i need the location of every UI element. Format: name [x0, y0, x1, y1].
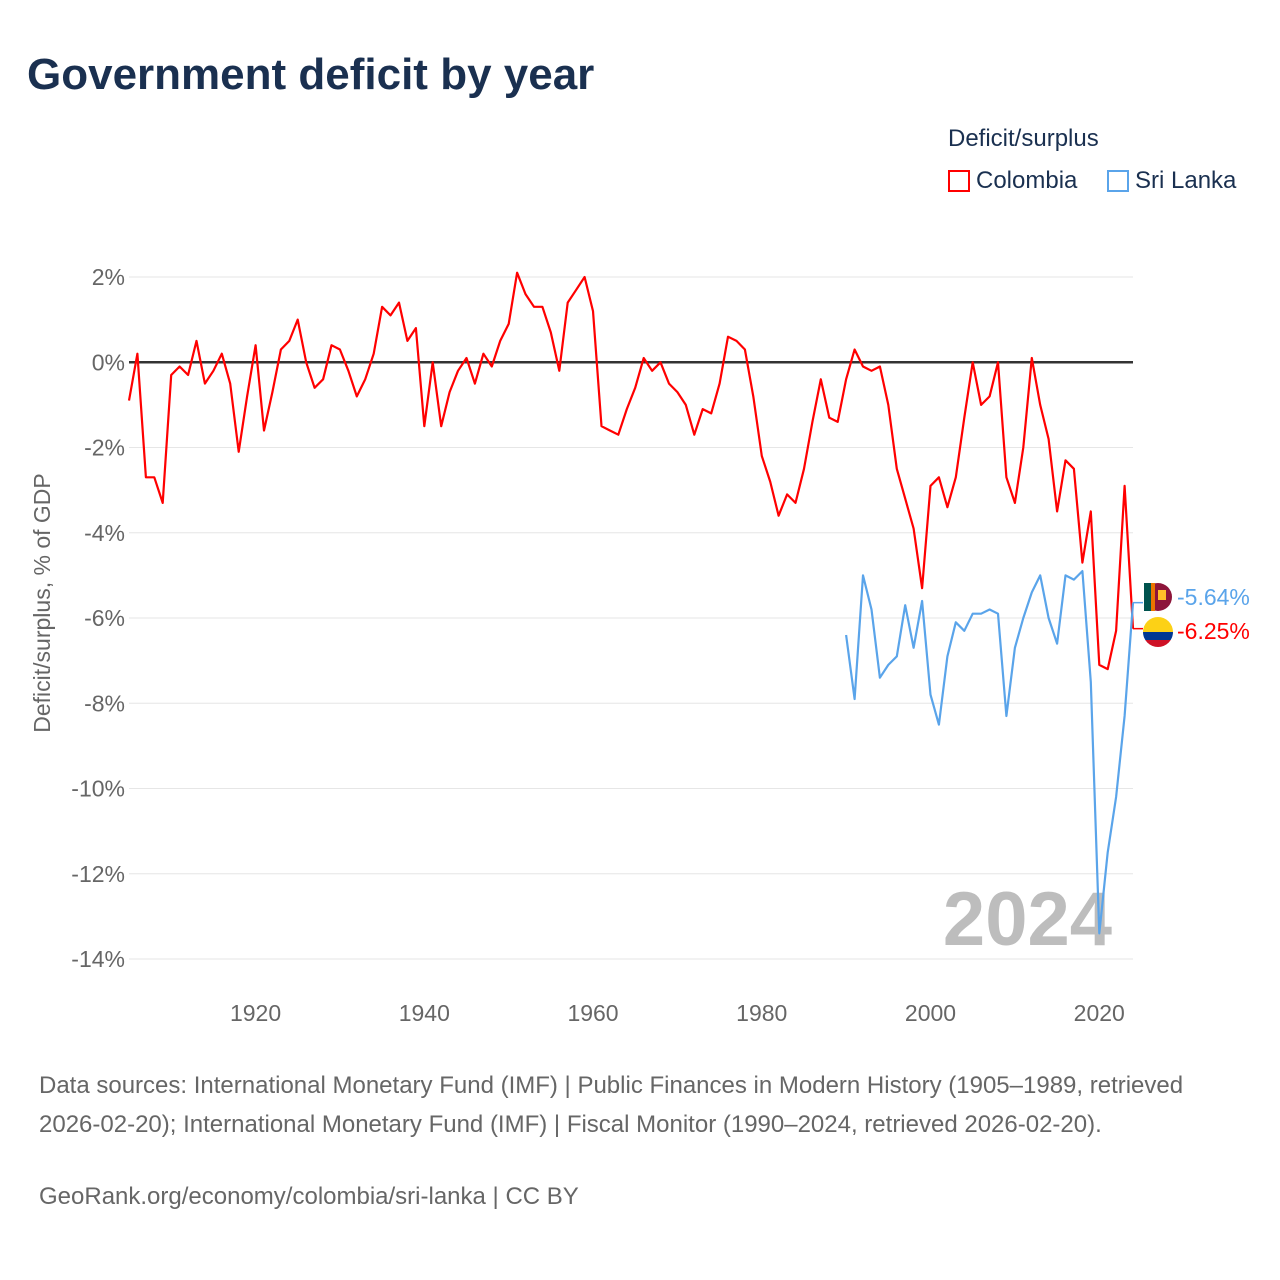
y-tick-label: -2%: [84, 435, 125, 461]
x-tick-label: 1960: [567, 1000, 618, 1026]
y-tick-label: -14%: [71, 946, 125, 972]
y-tick-label: -8%: [84, 690, 125, 716]
colombia-flag-icon: [1143, 617, 1173, 647]
x-tick-label: 1980: [736, 1000, 787, 1026]
gridlines: [129, 276, 1133, 960]
legend-swatch-sri-lanka: [1107, 170, 1129, 192]
x-tick-label: 2000: [905, 1000, 956, 1026]
sri-lanka-end-label: -5.64%: [1177, 584, 1250, 610]
y-axis-label: Deficit/surplus, % of GDP: [29, 473, 55, 732]
legend-title: Deficit/surplus: [948, 125, 1099, 152]
legend-label: Sri Lanka: [1135, 167, 1237, 194]
credit-link[interactable]: GeoRank.org/economy/colombia/sri-lanka |…: [39, 1183, 579, 1210]
y-tick-label: 2%: [92, 264, 125, 290]
x-tick-label: 1920: [230, 1000, 281, 1026]
series-lines: [127, 271, 1143, 935]
x-tick-label: 2020: [1074, 1000, 1125, 1026]
y-tick-label: -6%: [84, 605, 125, 631]
year-watermark: 2024: [943, 877, 1112, 962]
legend-item-colombia[interactable]: Colombia: [948, 167, 1077, 195]
y-tick-label: -10%: [71, 776, 125, 802]
x-tick-label: 1940: [399, 1000, 450, 1026]
colombia-end-label: -6.25%: [1177, 618, 1250, 644]
y-tick-label: -12%: [71, 861, 125, 887]
legend-item-sri-lanka[interactable]: Sri Lanka: [1107, 167, 1236, 195]
data-sources: Data sources: International Monetary Fun…: [39, 1072, 1184, 1138]
y-axis-ticks: 2% 0% -2% -4% -6% -8% -10% -12% -14%: [71, 264, 125, 972]
series-line-sri-lanka: [845, 569, 1135, 935]
x-axis-ticks: 1920 1940 1960 1980 2000 2020: [230, 1000, 1125, 1026]
series-line-colombia: [127, 271, 1135, 671]
chart-title: Government deficit by year: [27, 50, 595, 99]
y-tick-label: -4%: [84, 520, 125, 546]
y-tick-label: 0%: [92, 349, 125, 375]
legend-swatch-colombia: [948, 170, 970, 192]
sri-lanka-flag-icon: [1144, 583, 1172, 611]
legend-label: Colombia: [976, 167, 1078, 194]
